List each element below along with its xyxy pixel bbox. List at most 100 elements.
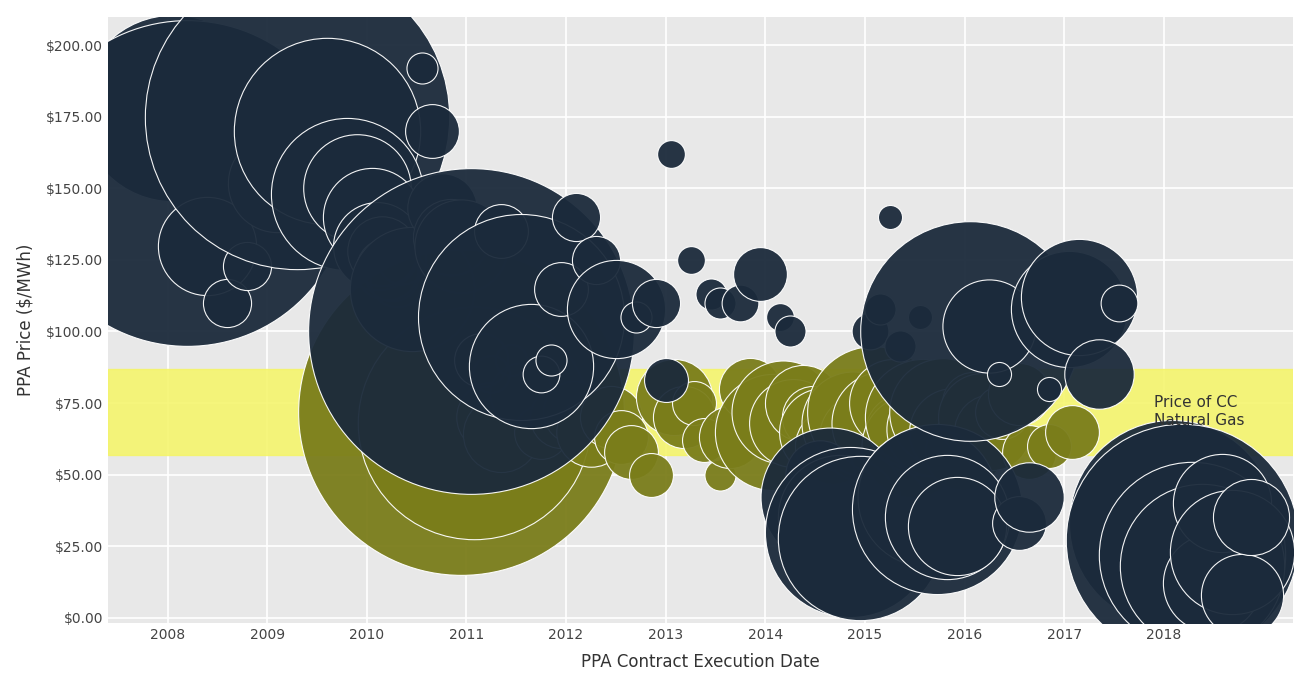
Point xyxy=(700,289,721,300)
Point xyxy=(872,418,893,429)
Point xyxy=(511,389,532,400)
Point xyxy=(992,406,1013,417)
Point xyxy=(916,492,937,503)
Point xyxy=(531,369,552,380)
Point xyxy=(500,354,521,365)
Point xyxy=(1201,578,1222,589)
Point xyxy=(912,412,933,423)
Point xyxy=(317,126,338,137)
Point xyxy=(803,412,824,423)
Point xyxy=(386,275,407,286)
Point xyxy=(605,303,626,314)
Point xyxy=(563,406,584,417)
Point xyxy=(903,440,924,451)
Point xyxy=(431,203,452,214)
Point xyxy=(989,369,1010,380)
Point xyxy=(823,440,844,451)
Point xyxy=(464,418,485,429)
Point xyxy=(909,312,930,323)
Point xyxy=(793,398,814,409)
Point xyxy=(946,521,967,532)
Point xyxy=(862,406,883,417)
Point xyxy=(680,255,701,266)
Point xyxy=(952,446,973,457)
Point xyxy=(237,260,258,271)
Point xyxy=(1039,383,1060,394)
Point xyxy=(982,426,1003,437)
Point xyxy=(491,429,512,440)
Point xyxy=(566,211,587,222)
Point xyxy=(1241,512,1262,523)
Point xyxy=(1009,389,1030,400)
Point xyxy=(673,412,694,423)
Point xyxy=(621,446,642,457)
Point xyxy=(1019,446,1040,457)
Point xyxy=(1161,517,1182,528)
Point xyxy=(683,398,703,409)
Point xyxy=(162,103,183,114)
Point xyxy=(1009,517,1030,528)
Point xyxy=(959,326,980,337)
Point xyxy=(520,361,541,372)
X-axis label: PPA Contract Execution Date: PPA Contract Execution Date xyxy=(582,654,820,671)
Point xyxy=(371,246,392,257)
Point xyxy=(660,149,681,160)
Text: Price of CC
Natural Gas: Price of CC Natural Gas xyxy=(1154,396,1244,428)
Point xyxy=(962,398,982,409)
Point xyxy=(820,492,841,503)
Point xyxy=(740,383,761,394)
Point xyxy=(892,426,913,437)
Point xyxy=(730,297,751,308)
Point xyxy=(411,63,432,74)
Point xyxy=(491,226,512,237)
Point xyxy=(1191,561,1212,572)
Point xyxy=(1089,369,1110,380)
Point xyxy=(710,297,731,308)
Point xyxy=(849,532,870,543)
Point xyxy=(421,126,441,137)
Point xyxy=(586,255,607,266)
Point xyxy=(346,183,367,194)
Point xyxy=(937,512,958,523)
Point xyxy=(1182,549,1203,560)
Point xyxy=(1231,589,1252,600)
Point xyxy=(1212,497,1233,508)
Point xyxy=(481,369,502,380)
Point xyxy=(376,263,397,274)
Point xyxy=(470,354,491,365)
Point xyxy=(367,240,388,251)
Point xyxy=(1061,426,1082,437)
Point xyxy=(287,111,308,122)
Point xyxy=(610,432,631,443)
Point xyxy=(177,177,198,188)
Point xyxy=(1221,546,1242,557)
Point xyxy=(710,469,731,480)
Point xyxy=(541,354,562,365)
Point xyxy=(461,326,482,337)
Point xyxy=(972,412,993,423)
Point xyxy=(933,406,954,417)
Point xyxy=(770,312,791,323)
Point xyxy=(762,426,783,437)
Point xyxy=(859,326,880,337)
Point xyxy=(693,435,714,446)
Point xyxy=(1171,535,1192,546)
Point xyxy=(922,423,943,434)
Point xyxy=(840,526,861,537)
Point xyxy=(655,374,676,385)
Point xyxy=(870,303,891,314)
Point xyxy=(853,432,874,443)
Point xyxy=(441,232,462,243)
Point xyxy=(779,326,800,337)
Point xyxy=(580,426,601,437)
Point xyxy=(842,418,863,429)
Point xyxy=(511,312,532,323)
Point xyxy=(646,297,667,308)
Point xyxy=(1039,440,1060,451)
Y-axis label: PPA Price ($/MWh): PPA Price ($/MWh) xyxy=(17,244,34,396)
Point xyxy=(451,240,472,251)
Point xyxy=(481,412,502,423)
Point xyxy=(1058,303,1079,314)
Point xyxy=(663,391,684,402)
Point xyxy=(810,469,831,480)
